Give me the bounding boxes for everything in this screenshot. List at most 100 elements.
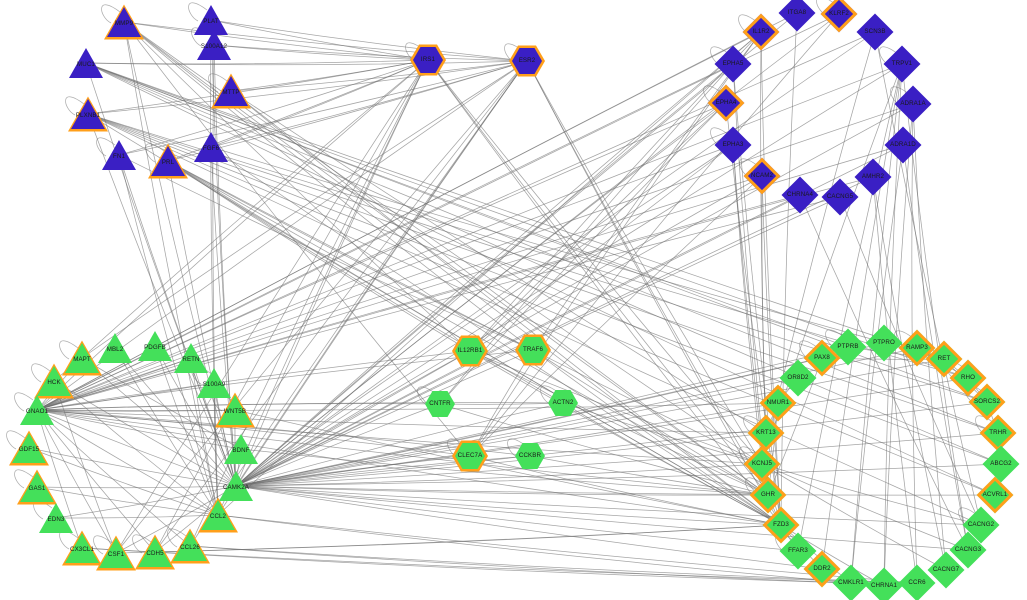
graph-node-kcnj5[interactable]: KCNJ5 xyxy=(743,445,781,483)
graph-node-gdf15[interactable]: GDF15 xyxy=(9,430,49,466)
graph-node-abcg2[interactable]: ABCG2 xyxy=(982,445,1020,483)
node-label: ITGA8 xyxy=(787,8,807,16)
graph-node-s100a12[interactable]: S100A12 xyxy=(197,30,231,60)
graph-node-il1r2[interactable]: IL1R2 xyxy=(742,13,780,51)
graph-node-mapt[interactable]: MAPT xyxy=(62,340,102,376)
node-shape-h xyxy=(455,338,485,364)
graph-node-ret[interactable]: RET xyxy=(925,340,963,378)
graph-node-muc1[interactable]: MUC1 xyxy=(69,48,103,78)
edge xyxy=(167,160,564,404)
node-label: HCK xyxy=(47,379,61,387)
graph-node-cacng3[interactable]: CACNG3 xyxy=(949,531,987,569)
graph-node-mttp[interactable]: MTTP xyxy=(211,73,251,109)
graph-node-bdnf[interactable]: BDNF xyxy=(224,434,258,464)
graph-node-klrf2[interactable]: KLRF2 xyxy=(820,0,858,33)
edge xyxy=(213,44,528,62)
graph-node-mbl2[interactable]: MBL2 xyxy=(98,333,132,363)
graph-node-ptprb[interactable]: PTPRB xyxy=(829,328,867,366)
graph-node-fzd3[interactable]: FZD3 xyxy=(762,506,800,544)
graph-node-traf6[interactable]: TRAF6 xyxy=(515,334,551,366)
edge xyxy=(235,455,531,487)
graph-node-plxnb1[interactable]: PLXNB1 xyxy=(68,96,108,132)
graph-node-wnt5b[interactable]: WNT5B xyxy=(215,392,255,428)
edge xyxy=(123,21,534,351)
graph-node-cntfr[interactable]: CNTFR xyxy=(425,391,455,417)
node-label: MMP9 xyxy=(114,20,134,28)
graph-node-cdh5[interactable]: CDH5 xyxy=(135,534,175,570)
graph-node-gnao1[interactable]: GNAO1 xyxy=(20,395,54,425)
graph-node-ccl2[interactable]: CCL2 xyxy=(198,497,238,533)
graph-node-epha4[interactable]: EPHA4 xyxy=(707,84,745,122)
graph-node-edn3[interactable]: EDN3 xyxy=(39,503,73,533)
graph-node-amhr2[interactable]: AMHR2 xyxy=(854,158,892,196)
graph-node-cacng2[interactable]: CACNG2 xyxy=(962,506,1000,544)
edge xyxy=(28,447,237,487)
edge xyxy=(14,469,34,489)
graph-node-cmklr1[interactable]: CMKLR1 xyxy=(832,564,870,600)
node-label: NCAM2 xyxy=(750,171,774,179)
graph-node-csf1[interactable]: CSF1 xyxy=(96,535,136,571)
graph-node-ghr[interactable]: GHR xyxy=(749,476,787,514)
graph-node-epha5[interactable]: EPHA5 xyxy=(714,45,752,83)
node-label: CHRNA1 xyxy=(870,581,898,589)
graph-node-retn[interactable]: RETN xyxy=(174,343,208,373)
graph-node-cx3cl1[interactable]: CX3CL1 xyxy=(62,530,102,566)
graph-node-ffar3[interactable]: FFAR3 xyxy=(779,532,817,570)
graph-node-fgf6[interactable]: FGF6 xyxy=(194,132,228,162)
graph-node-pdgfb[interactable]: PDGFB xyxy=(138,331,172,361)
node-label: PLXNB1 xyxy=(75,112,101,120)
graph-node-adra1a[interactable]: ADRA1A xyxy=(894,85,932,123)
graph-node-s100a9[interactable]: S100A9 xyxy=(197,368,231,398)
node-shape-h xyxy=(425,391,455,417)
graph-node-camk2a[interactable]: CAMK2A xyxy=(219,471,253,501)
graph-node-adra1d[interactable]: ADRA1D xyxy=(884,126,922,164)
graph-node-acvrl1[interactable]: ACVRL1 xyxy=(976,476,1014,514)
graph-node-cacng5[interactable]: CACNG5 xyxy=(821,178,859,216)
node-label: NMUR1 xyxy=(766,398,790,406)
graph-node-nmur1[interactable]: NMUR1 xyxy=(759,384,797,422)
graph-node-ptpro[interactable]: PTPRO xyxy=(865,324,903,362)
graph-node-cckbr[interactable]: CCKBR xyxy=(515,443,545,469)
graph-node-il12rb1[interactable]: IL12RB1 xyxy=(452,335,488,367)
graph-node-itga8[interactable]: ITGA8 xyxy=(778,0,816,32)
graph-node-epha3[interactable]: EPHA3 xyxy=(714,126,752,164)
graph-node-clec7a[interactable]: CLEC7A xyxy=(452,440,488,472)
graph-node-ramp3[interactable]: RAMP3 xyxy=(898,329,936,367)
node-label: KLRF2 xyxy=(829,9,849,17)
graph-node-rho[interactable]: RHO xyxy=(949,359,987,397)
node-label: RHO xyxy=(960,373,976,381)
graph-node-actn2[interactable]: ACTN2 xyxy=(548,390,578,416)
graph-node-pax8[interactable]: PAX8 xyxy=(803,339,841,377)
graph-node-krt13[interactable]: KRT13 xyxy=(747,414,785,452)
graph-node-or8d2[interactable]: OR8D2 xyxy=(779,359,817,397)
graph-node-sorcs2[interactable]: SORCS2 xyxy=(968,383,1006,421)
graph-node-ccl26[interactable]: CCL26 xyxy=(170,528,210,564)
graph-node-scn3b[interactable]: SCN3B xyxy=(856,13,894,51)
graph-node-ddr2[interactable]: DDR2 xyxy=(803,550,841,588)
edge xyxy=(235,103,914,487)
graph-node-plat[interactable]: PLAT xyxy=(194,5,228,35)
graph-node-esr2[interactable]: ESR2 xyxy=(509,45,545,77)
edge xyxy=(210,59,429,148)
graph-node-irs1[interactable]: IRS1 xyxy=(410,44,446,76)
graph-node-prl[interactable]: PRL xyxy=(148,143,188,179)
graph-node-hck[interactable]: HCK xyxy=(34,363,74,399)
graph-node-cacng7[interactable]: CACNG7 xyxy=(927,551,965,589)
edge xyxy=(36,409,471,457)
node-label: MAPT xyxy=(73,356,91,364)
graph-node-mmp9[interactable]: MMP9 xyxy=(104,4,144,40)
graph-node-ncam2[interactable]: NCAM2 xyxy=(743,157,781,195)
node-label: PAX8 xyxy=(814,353,830,361)
graph-node-chrna4[interactable]: CHRNA4 xyxy=(781,176,819,214)
edge xyxy=(36,176,874,411)
edge xyxy=(526,60,763,465)
graph-node-trpv1[interactable]: TRPV1 xyxy=(883,45,921,83)
graph-node-fn1[interactable]: FN1 xyxy=(102,140,136,170)
graph-node-chrna1[interactable]: CHRNA1 xyxy=(865,567,903,600)
graph-node-ccr6[interactable]: CCR6 xyxy=(898,564,936,600)
graph-node-trhr[interactable]: TRHR xyxy=(979,414,1017,452)
edge xyxy=(154,59,429,553)
graph-node-gas1[interactable]: GAS1 xyxy=(17,469,57,505)
